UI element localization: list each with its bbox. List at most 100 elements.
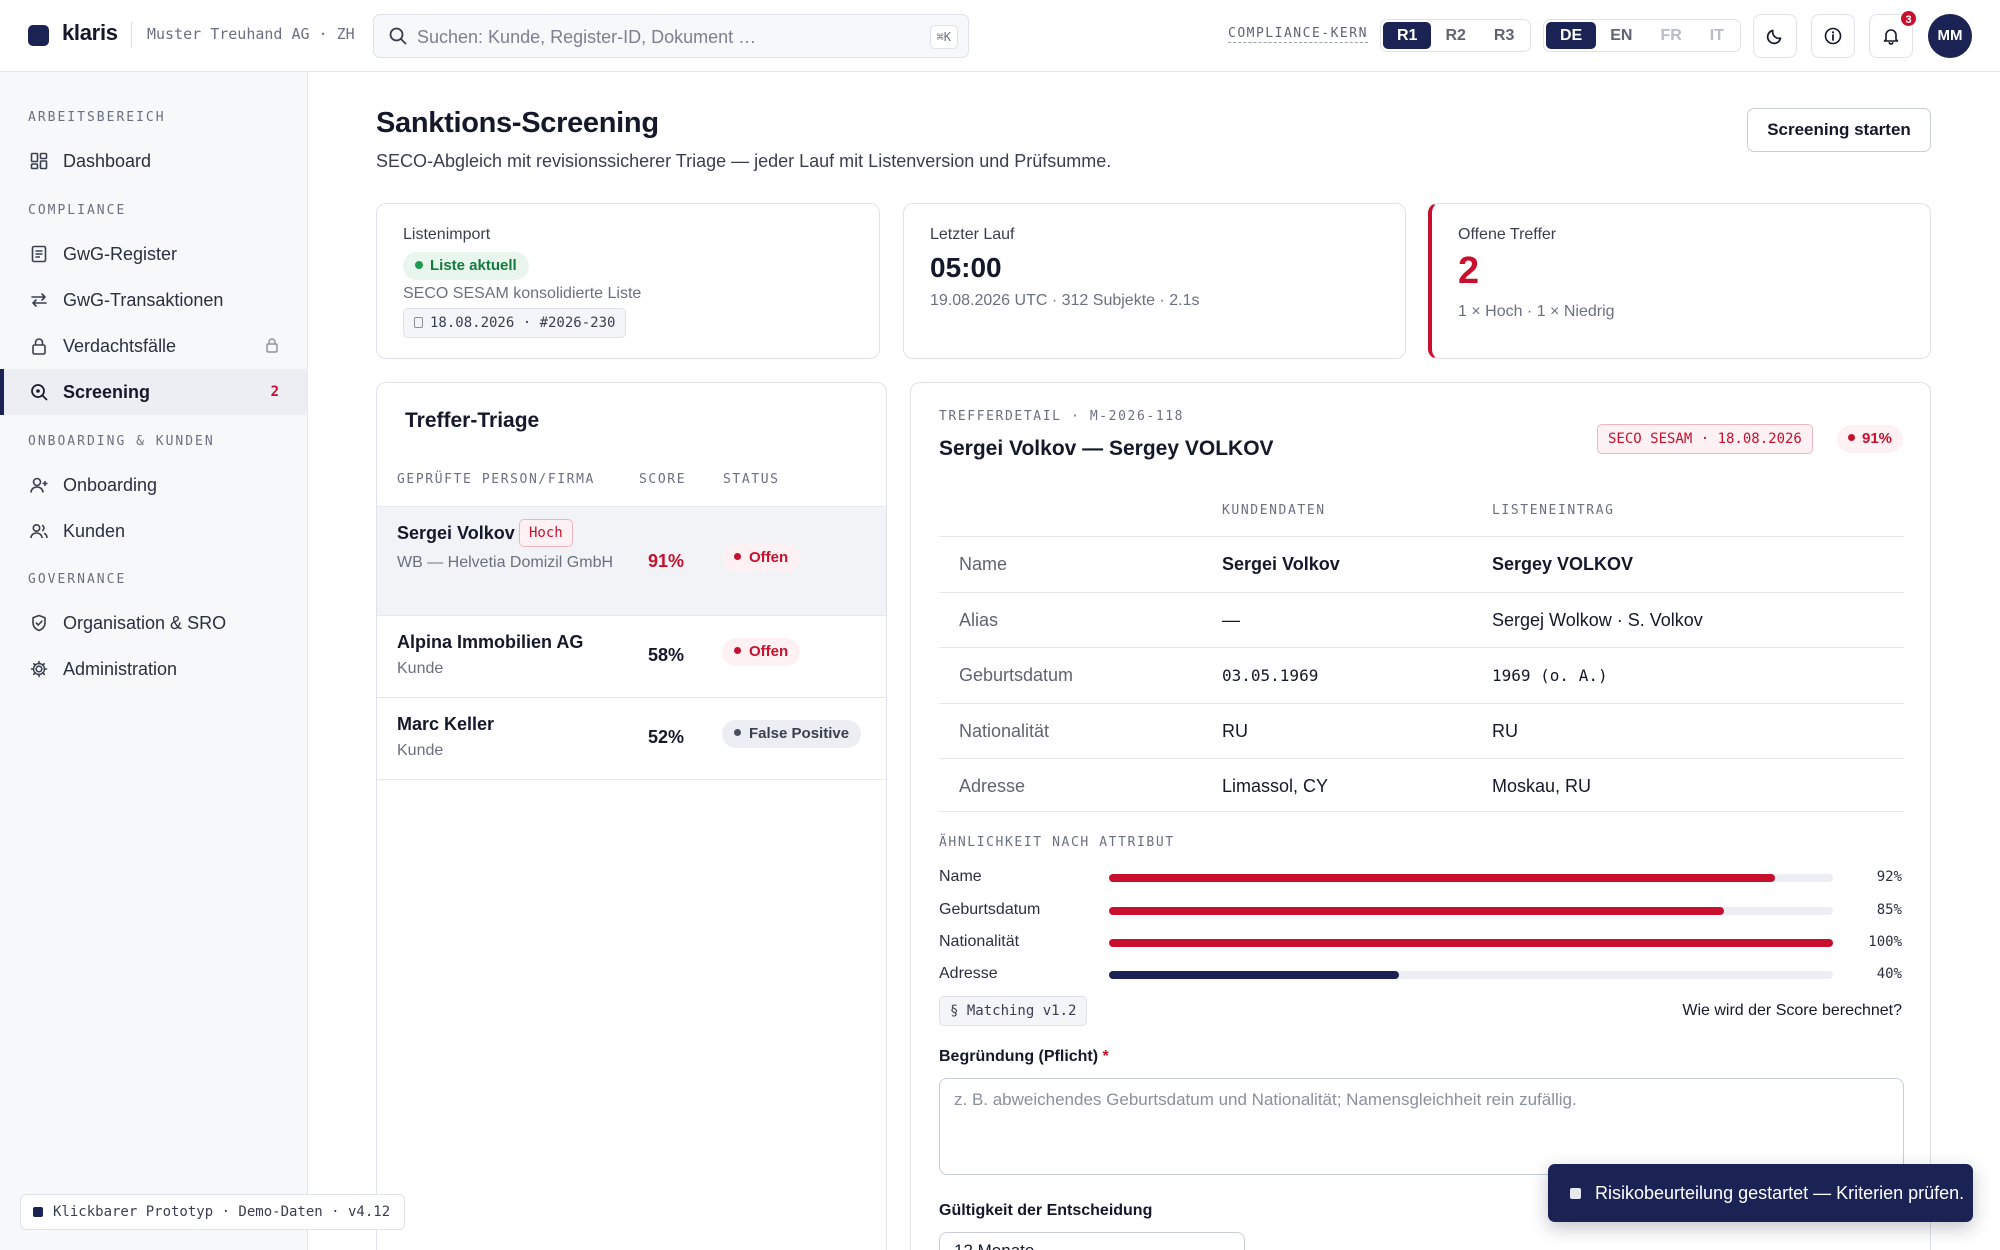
validity-select[interactable]: 12 Monate	[939, 1232, 1245, 1250]
sidebar-item-screening[interactable]: Screening 2	[0, 369, 307, 415]
status-dot	[415, 261, 423, 269]
kpi-card-last-run: Letzter Lauf 05:00 19.08.2026 UTC · 312 …	[903, 203, 1406, 359]
search-shortcut-hint: ⌘K	[929, 25, 958, 49]
language-option-de[interactable]: DE	[1546, 22, 1597, 49]
status-text: False Positive	[749, 725, 850, 742]
subject-relation: Kunde	[397, 660, 444, 677]
sidebar-item-organisation[interactable]: Organisation & SRO	[0, 600, 307, 646]
sidebar-item-customers[interactable]: Kunden	[0, 508, 307, 554]
status-badge: False Positive	[722, 720, 862, 748]
language-option-it[interactable]: IT	[1709, 27, 1725, 44]
similarity-bar-fill	[1109, 874, 1776, 882]
risk-tag-high: Hoch	[519, 519, 573, 547]
customer-value: 03.05.1969	[1222, 666, 1319, 685]
status-dot	[734, 729, 741, 736]
customer-value: Limassol, CY	[1222, 776, 1329, 796]
similarity-bar-fill	[1109, 971, 1399, 979]
triage-row[interactable]: Sergei Volkov Hoch WB — Helvetia Domizil…	[377, 507, 886, 616]
prototype-badge: Klickbarer Prototyp · Demo-Daten · v4.12	[20, 1194, 406, 1230]
comparison-row-alias: Alias — Sergej Wolkow · S. Volkov	[939, 592, 1904, 648]
reason-textarea[interactable]	[939, 1078, 1904, 1175]
list-version: 18.08.2026 · #2026-230	[430, 315, 616, 331]
sidebar-item-label: Organisation & SRO	[63, 612, 227, 633]
comparison-row-name: Name Sergei Volkov Sergey VOLKOV	[939, 536, 1904, 592]
screening-count-badge: 2	[270, 384, 279, 400]
comparison-row-address: Adresse Limassol, CY Moskau, RU	[939, 758, 1904, 812]
language-switcher: DE EN FR IT	[1543, 19, 1742, 52]
dark-mode-toggle[interactable]	[1753, 14, 1797, 58]
similarity-value: 92%	[1876, 869, 1902, 885]
comparison-row-birthdate: Geburtsdatum 03.05.1969 1969 (o. A.)	[939, 647, 1904, 703]
global-search[interactable]: ⌘K	[373, 14, 969, 58]
list-status-badge: Liste aktuell	[403, 252, 529, 280]
sidebar-item-gwg-transactions[interactable]: GwG-Transaktionen	[0, 277, 307, 323]
sidebar-item-dashboard[interactable]: Dashboard	[0, 138, 307, 184]
similarity-label: Adresse	[939, 965, 998, 982]
toast-message: Risikobeurteilung gestartet — Kriterien …	[1595, 1182, 1965, 1203]
triage-panel: Treffer-Triage GEPRÜFTE PERSON/FIRMA SCO…	[376, 382, 887, 1250]
column-header-score[interactable]: SCORE	[639, 472, 687, 487]
notifications-button[interactable]: 3	[1869, 9, 1918, 58]
dashboard-icon	[28, 150, 50, 172]
similarity-value: 40%	[1876, 966, 1902, 982]
toast-notification[interactable]: Risikobeurteilung gestartet — Kriterien …	[1548, 1164, 1973, 1222]
page-subtitle: SECO-Abgleich mit revisionssicherer Tria…	[376, 151, 1112, 171]
sidebar: ARBEITSBEREICH Dashboard COMPLIANCE GwG-…	[0, 72, 308, 1250]
kpi-card-open-hits[interactable]: Offene Treffer 2 1 × Hoch · 1 × Niedrig	[1428, 203, 1931, 359]
matching-version-chip[interactable]: § Matching v1.2	[939, 996, 1088, 1026]
screening-search-icon	[28, 381, 50, 403]
sidebar-item-label: Administration	[63, 658, 178, 679]
attribute-label: Adresse	[959, 776, 1026, 796]
validity-label: Gültigkeit der Entscheidung	[939, 1202, 1153, 1219]
hit-detail-panel: TREFFERDETAIL · M-2026-118 Sergei Volkov…	[910, 382, 1931, 1250]
column-header-status[interactable]: STATUS	[723, 472, 780, 487]
open-hits-breakdown: 1 × Hoch · 1 × Niedrig	[1458, 303, 1615, 320]
user-avatar[interactable]: MM	[1928, 14, 1972, 58]
open-hits-count: 2	[1458, 250, 1480, 292]
role-switcher: R1 R2 R3	[1380, 19, 1532, 52]
app-name[interactable]: klaris	[62, 20, 118, 45]
list-value: RU	[1492, 721, 1518, 741]
shield-check-icon	[28, 612, 50, 634]
similarity-label: Nationalität	[939, 933, 1020, 950]
sidebar-item-suspicious-cases[interactable]: Verdachtsfälle	[0, 323, 307, 369]
sidebar-item-onboarding[interactable]: Onboarding	[0, 462, 307, 508]
similarity-bar-track	[1109, 939, 1833, 947]
sidebar-item-administration[interactable]: Administration	[0, 646, 307, 692]
role-option-r1[interactable]: R1	[1383, 22, 1432, 49]
sidebar-item-label: Onboarding	[63, 474, 158, 495]
info-button[interactable]	[1811, 14, 1855, 58]
gear-icon	[28, 658, 50, 680]
similarity-value: 85%	[1876, 902, 1902, 918]
notification-badge: 3	[1899, 9, 1918, 28]
similarity-label: Geburtsdatum	[939, 901, 1041, 918]
column-header-subject[interactable]: GEPRÜFTE PERSON/FIRMA	[397, 472, 595, 487]
similarity-label: Name	[939, 868, 982, 885]
register-icon	[28, 243, 50, 265]
language-option-fr[interactable]: FR	[1660, 27, 1682, 44]
calendar-icon	[414, 317, 423, 328]
score-explanation-link[interactable]: Wie wird der Score berechnet?	[1682, 1002, 1902, 1019]
sidebar-item-gwg-register[interactable]: GwG-Register	[0, 231, 307, 277]
triage-row[interactable]: Marc Keller Kunde 52% False Positive	[377, 698, 886, 780]
attribute-label: Nationalität	[959, 721, 1050, 741]
compliance-core-label[interactable]: COMPLIANCE-KERN	[1228, 26, 1368, 43]
last-run-meta: 19.08.2026 UTC · 312 Subjekte · 2.1s	[930, 292, 1200, 309]
language-option-en[interactable]: EN	[1610, 27, 1633, 44]
comparison-row-nationality: Nationalität RU RU	[939, 703, 1904, 759]
prototype-marker	[33, 1207, 43, 1217]
role-option-r3[interactable]: R3	[1493, 27, 1515, 44]
column-header-list-entry: LISTENEINTRAG	[1492, 503, 1615, 518]
search-input[interactable]	[417, 24, 897, 50]
reason-label: Begründung (Pflicht) *	[939, 1048, 1109, 1066]
role-option-r2[interactable]: R2	[1445, 27, 1466, 44]
prototype-badge-text: Klickbarer Prototyp · Demo-Daten · v4.12	[53, 1204, 391, 1220]
start-screening-button[interactable]: Screening starten	[1747, 108, 1931, 152]
triage-row[interactable]: Alpina Immobilien AG Kunde 58% Offen	[377, 616, 886, 698]
divider	[131, 22, 132, 48]
list-version-chip[interactable]: 18.08.2026 · #2026-230	[403, 308, 627, 338]
sidebar-section-governance: GOVERNANCE	[28, 572, 127, 587]
toast-marker	[1570, 1187, 1581, 1199]
attribute-label: Alias	[959, 610, 999, 630]
transfer-arrows-icon	[28, 289, 50, 311]
